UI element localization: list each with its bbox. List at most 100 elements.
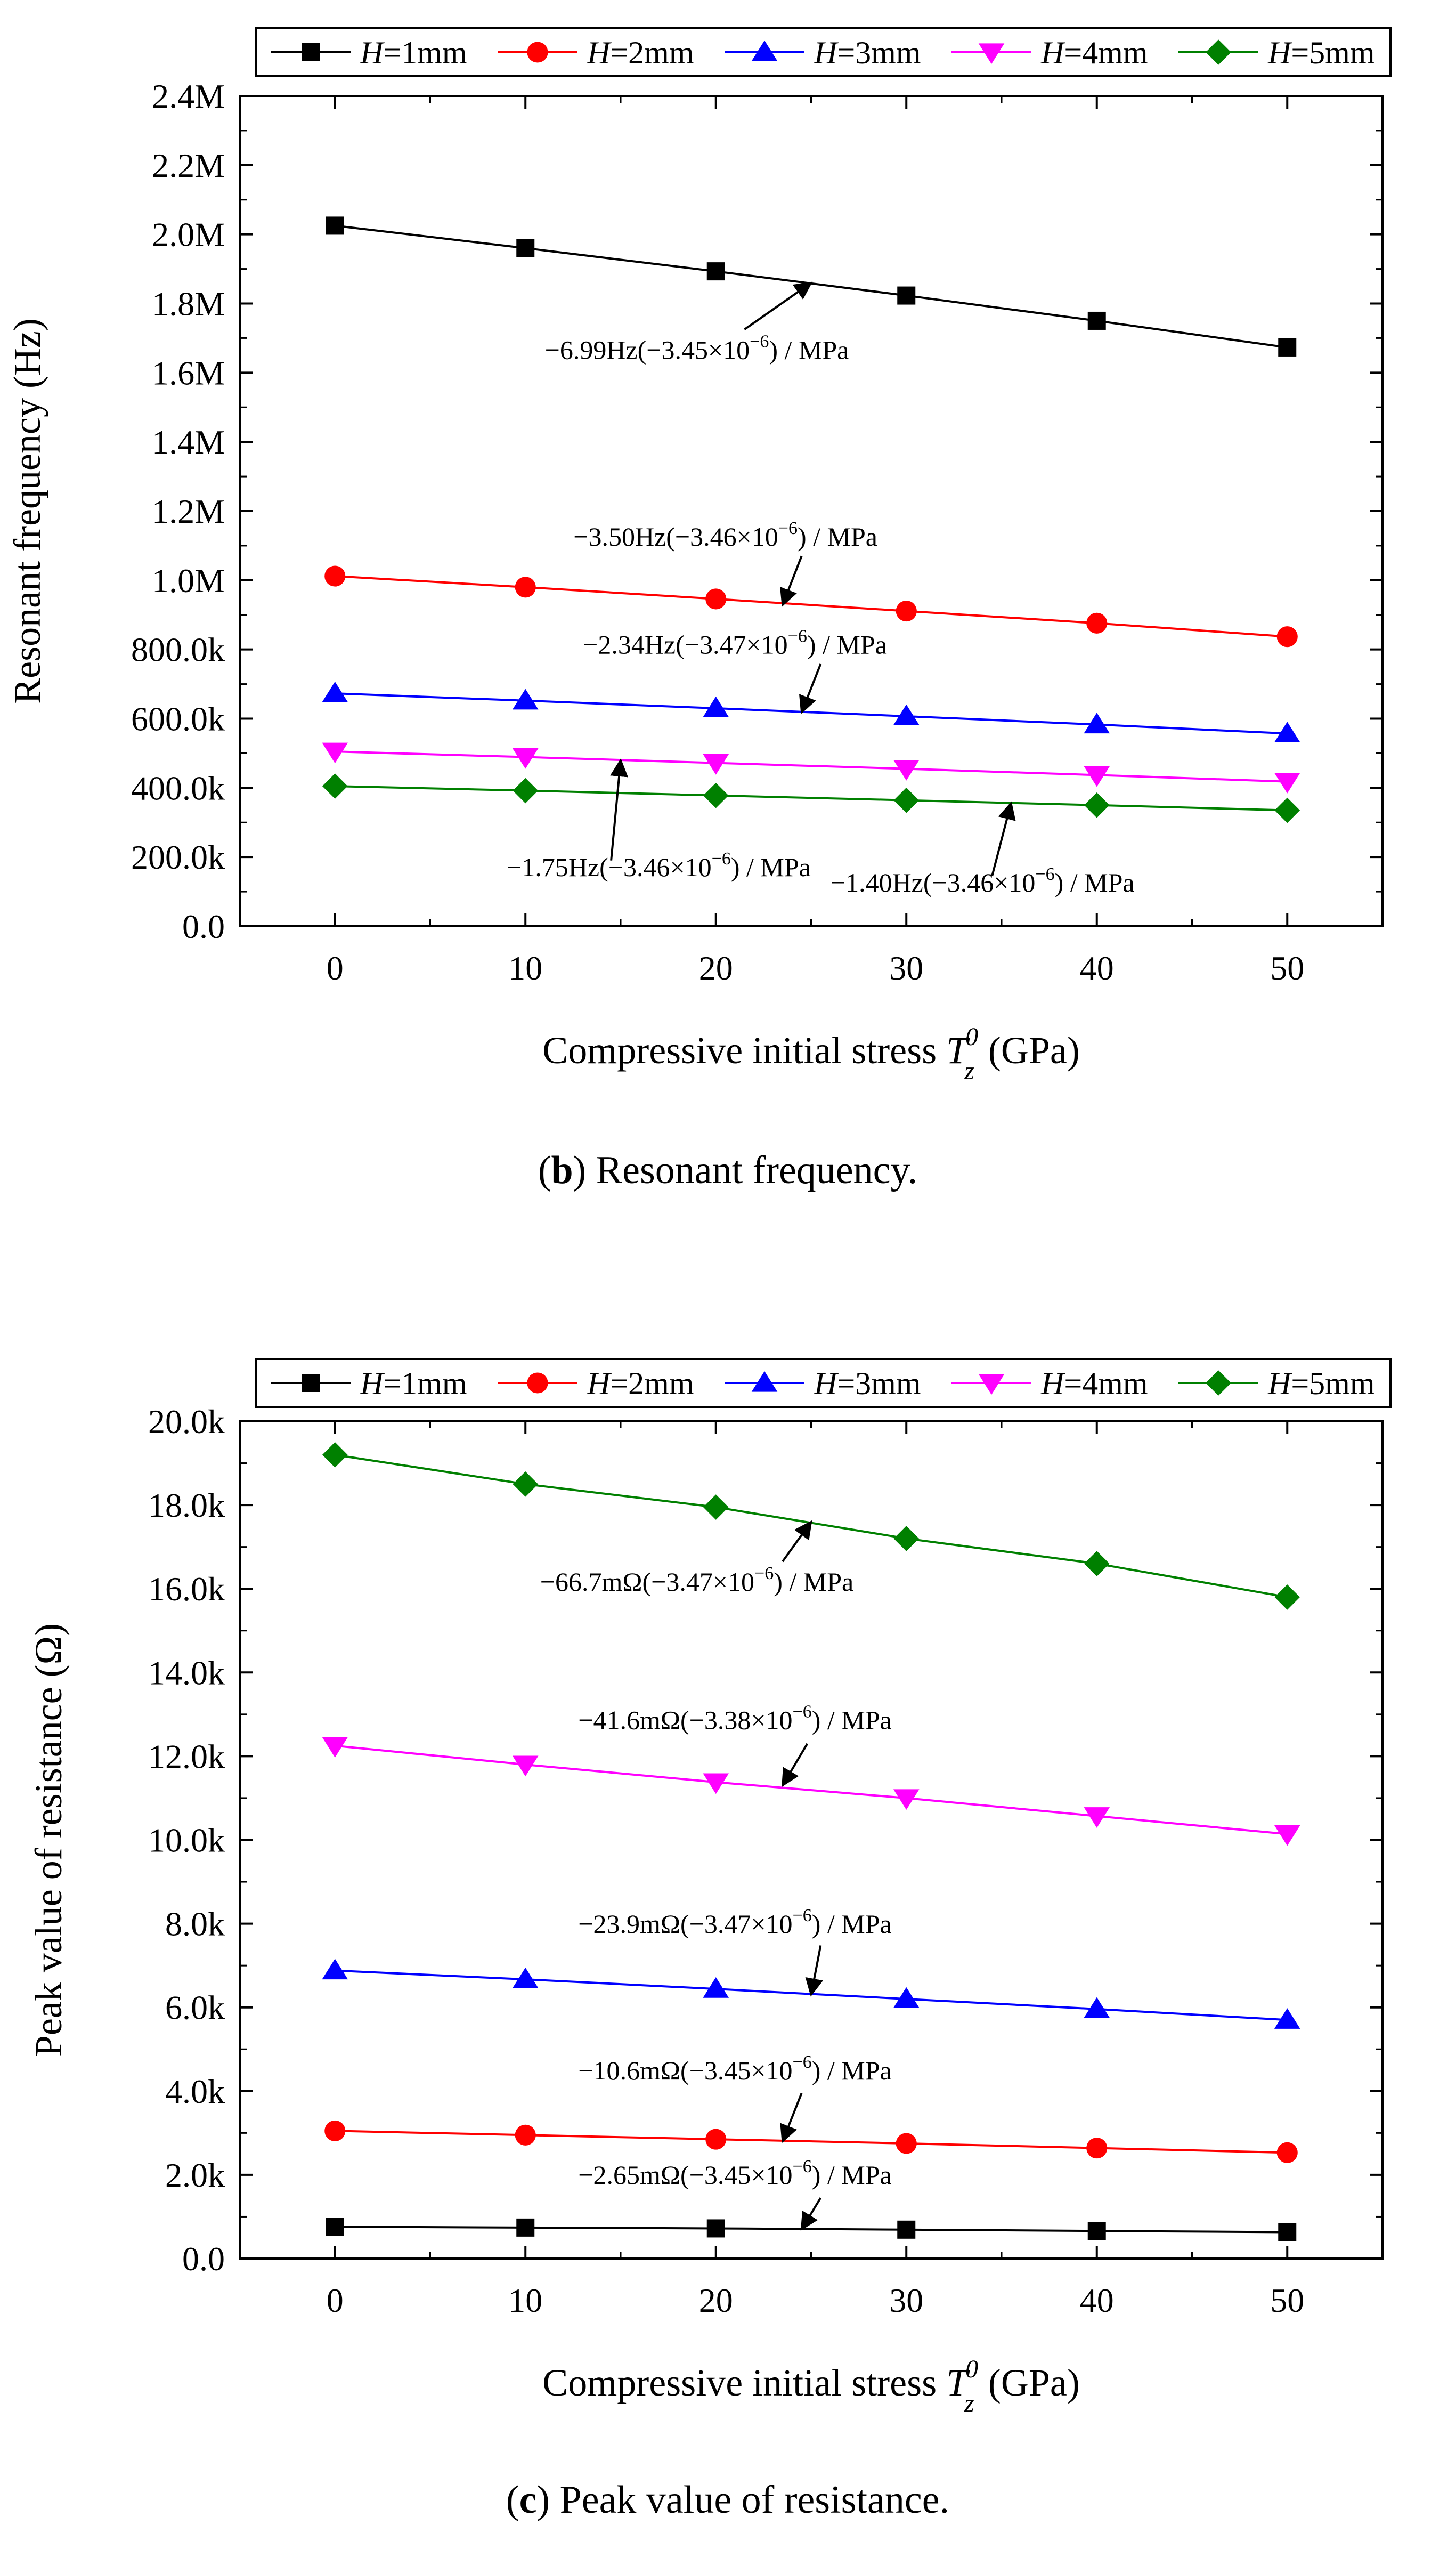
- y-tick-label: 20.0k: [148, 1403, 225, 1441]
- series-line: [335, 785, 1288, 812]
- legend-label-value: =2mm: [610, 1366, 694, 1401]
- data-point: [1274, 722, 1300, 742]
- data-point: [322, 682, 348, 702]
- annotation-arrow: [780, 555, 803, 607]
- data-point: [322, 1959, 348, 1980]
- legend-label-var: H: [360, 1366, 385, 1401]
- legend-label: H=4mm: [1040, 1366, 1148, 1401]
- data-point: [1087, 311, 1106, 330]
- series-line: [335, 575, 1288, 638]
- y-tick-label: 6.0k: [165, 1989, 225, 2027]
- legend-label-value: =4mm: [1064, 1366, 1148, 1401]
- annotation-main: −6.99Hz(−3.45×10: [545, 335, 750, 365]
- annotation-arrow: [782, 1520, 812, 1563]
- data-point: [512, 689, 539, 710]
- annotation: −2.34Hz(−3.47×10−6) / MPa: [583, 626, 887, 714]
- caption-paren-open: (: [538, 1148, 551, 1192]
- y-axis-label: Peak value of resistance (Ω): [27, 1623, 70, 2057]
- x-axis-label-sup: 0: [965, 1023, 978, 1051]
- data-point: [896, 2133, 917, 2154]
- y-tick-label: 600.0k: [131, 700, 225, 738]
- data-point: [1274, 1825, 1300, 1846]
- annotation-arrow: [800, 2197, 822, 2231]
- caption-panel-label: b: [551, 1148, 573, 1192]
- legend-label-value: =1mm: [383, 35, 467, 70]
- series-H4: [322, 1737, 1300, 1846]
- x-tick-label: 40: [1080, 2281, 1114, 2319]
- data-point: [324, 565, 346, 587]
- annotation-main: −10.6mΩ(−3.45×10: [578, 2056, 792, 2085]
- y-tick-label: 2.0M: [152, 216, 225, 254]
- data-point: [512, 1755, 539, 1777]
- data-point: [513, 778, 539, 804]
- data-point: [703, 1494, 729, 1520]
- data-point: [1084, 766, 1110, 787]
- x-tick-label: 30: [889, 949, 923, 987]
- legend-label-value: =5mm: [1291, 1366, 1374, 1401]
- data-point: [1274, 773, 1300, 794]
- legend-label-var: H: [1040, 35, 1066, 70]
- legend-label: H=3mm: [814, 1366, 921, 1401]
- series-line: [335, 1744, 1288, 1835]
- data-point: [324, 2120, 346, 2141]
- x-tick-label: 10: [508, 949, 542, 987]
- legend-marker: [978, 1374, 1005, 1395]
- data-point: [703, 754, 729, 775]
- series-line: [335, 750, 1288, 783]
- x-axis-label-unit: (GPa): [979, 2361, 1080, 2404]
- data-point: [703, 782, 729, 808]
- data-point: [322, 742, 348, 764]
- series-line: [335, 2226, 1288, 2234]
- annotation-text: −1.75Hz(−3.46×10−6) / MPa: [507, 849, 811, 882]
- annotation-text: −10.6mΩ(−3.45×10−6) / MPa: [578, 2052, 891, 2085]
- data-point: [1274, 1584, 1300, 1610]
- data-point: [516, 239, 535, 257]
- y-tick-label: 200.0k: [131, 838, 225, 876]
- annotation-arrow: [610, 758, 629, 861]
- annotation-main: −1.75Hz(−3.46×10: [507, 852, 712, 882]
- y-tick-label: 2.4M: [152, 77, 225, 115]
- series-H5: [322, 773, 1300, 823]
- x-tick-label: 50: [1270, 2281, 1304, 2319]
- annotation-exponent: −6: [788, 626, 807, 646]
- annotation: −23.9mΩ(−3.47×10−6) / MPa: [578, 1906, 892, 1997]
- x-axis-label-unit: (GPa): [979, 1029, 1080, 1072]
- data-point: [322, 1737, 348, 1758]
- x-tick-label: 50: [1270, 949, 1304, 987]
- data-point: [1086, 2138, 1108, 2159]
- legend-label: H=1mm: [360, 1366, 467, 1401]
- data-point: [1278, 2223, 1297, 2241]
- data-point: [322, 773, 348, 799]
- y-tick-label: 1.2M: [152, 492, 225, 530]
- y-tick-label: 0.0: [182, 2240, 225, 2278]
- plot-frame: [239, 95, 1384, 927]
- legend-label-value: =1mm: [383, 1366, 467, 1401]
- annotation-suffix: ) / MPa: [812, 1909, 892, 1939]
- chart-panel-c: 0.0 2.0k 4.0k 6.0k 8.0k 10.0k 12.0k 14.0k 16.0k 1…: [27, 1358, 1392, 2522]
- legend-marker: [978, 43, 1005, 64]
- legend-label-var: H: [587, 35, 612, 70]
- annotation-arrow: [799, 663, 822, 714]
- data-point: [1276, 2142, 1298, 2163]
- y-tick-label: 0.0: [182, 908, 225, 945]
- x-axis-label-var: T: [946, 1029, 970, 1072]
- legend-label-var: H: [1040, 1366, 1066, 1401]
- series-line: [335, 224, 1288, 349]
- legend-marker: [302, 43, 320, 61]
- data-point: [897, 286, 916, 305]
- y-tick-label: 800.0k: [131, 631, 225, 669]
- legend-label: H=5mm: [1267, 35, 1375, 70]
- caption-text: ) Peak value of resistance.: [536, 2478, 949, 2522]
- data-point: [893, 704, 920, 725]
- y-tick-label: 400.0k: [131, 769, 225, 807]
- figure-caption: (c) Peak value of resistance.: [506, 2478, 949, 2522]
- x-axis-label-var: T: [946, 2361, 970, 2404]
- annotation: −2.65mΩ(−3.45×10−6) / MPa: [578, 2157, 892, 2231]
- data-point: [516, 2218, 535, 2237]
- data-point: [512, 748, 539, 769]
- y-tick-label: 1.6M: [152, 354, 225, 392]
- x-axis-label-text: Compressive initial stress: [542, 1029, 946, 1072]
- data-point: [893, 1526, 920, 1551]
- legend-label-value: =3mm: [837, 1366, 921, 1401]
- legend-label-var: H: [814, 35, 839, 70]
